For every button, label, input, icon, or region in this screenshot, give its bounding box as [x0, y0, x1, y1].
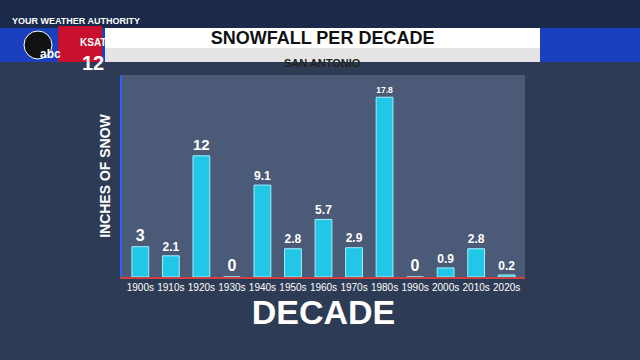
svg-text:YOUR WEATHER AUTHORITY: YOUR WEATHER AUTHORITY	[12, 16, 140, 26]
svg-text:1900s: 1900s	[127, 282, 154, 293]
svg-text:2.8: 2.8	[468, 232, 485, 246]
svg-text:1960s: 1960s	[310, 282, 337, 293]
svg-text:5.7: 5.7	[315, 203, 332, 217]
svg-text:1980s: 1980s	[371, 282, 398, 293]
svg-text:2.8: 2.8	[285, 232, 302, 246]
svg-text:2010s: 2010s	[463, 282, 490, 293]
svg-text:1930s: 1930s	[218, 282, 245, 293]
svg-text:0: 0	[411, 257, 420, 274]
svg-text:0: 0	[227, 257, 236, 274]
svg-text:0.9: 0.9	[437, 252, 454, 266]
svg-text:KSAT: KSAT	[80, 37, 106, 48]
svg-text:0.2: 0.2	[498, 259, 515, 273]
svg-text:INCHES OF SNOW: INCHES OF SNOW	[97, 113, 113, 237]
svg-text:1950s: 1950s	[279, 282, 306, 293]
svg-text:12: 12	[193, 136, 210, 153]
svg-text:12: 12	[82, 52, 104, 74]
svg-text:abc: abc	[40, 47, 61, 61]
svg-text:SNOWFALL PER DECADE: SNOWFALL PER DECADE	[211, 28, 435, 48]
svg-text:2.1: 2.1	[162, 240, 179, 254]
svg-text:17.8: 17.8	[376, 85, 393, 95]
svg-text:DECADE: DECADE	[252, 293, 396, 331]
svg-text:2020s: 2020s	[493, 282, 520, 293]
svg-text:2000s: 2000s	[432, 282, 459, 293]
svg-text:2.9: 2.9	[346, 231, 363, 245]
svg-text:1970s: 1970s	[340, 282, 367, 293]
svg-text:1940s: 1940s	[249, 282, 276, 293]
svg-text:1990s: 1990s	[401, 282, 428, 293]
svg-text:SAN ANTONIO: SAN ANTONIO	[284, 57, 361, 69]
svg-text:1910s: 1910s	[157, 282, 184, 293]
svg-text:1920s: 1920s	[188, 282, 215, 293]
svg-text:9.1: 9.1	[254, 169, 271, 183]
svg-text:3: 3	[136, 227, 145, 244]
